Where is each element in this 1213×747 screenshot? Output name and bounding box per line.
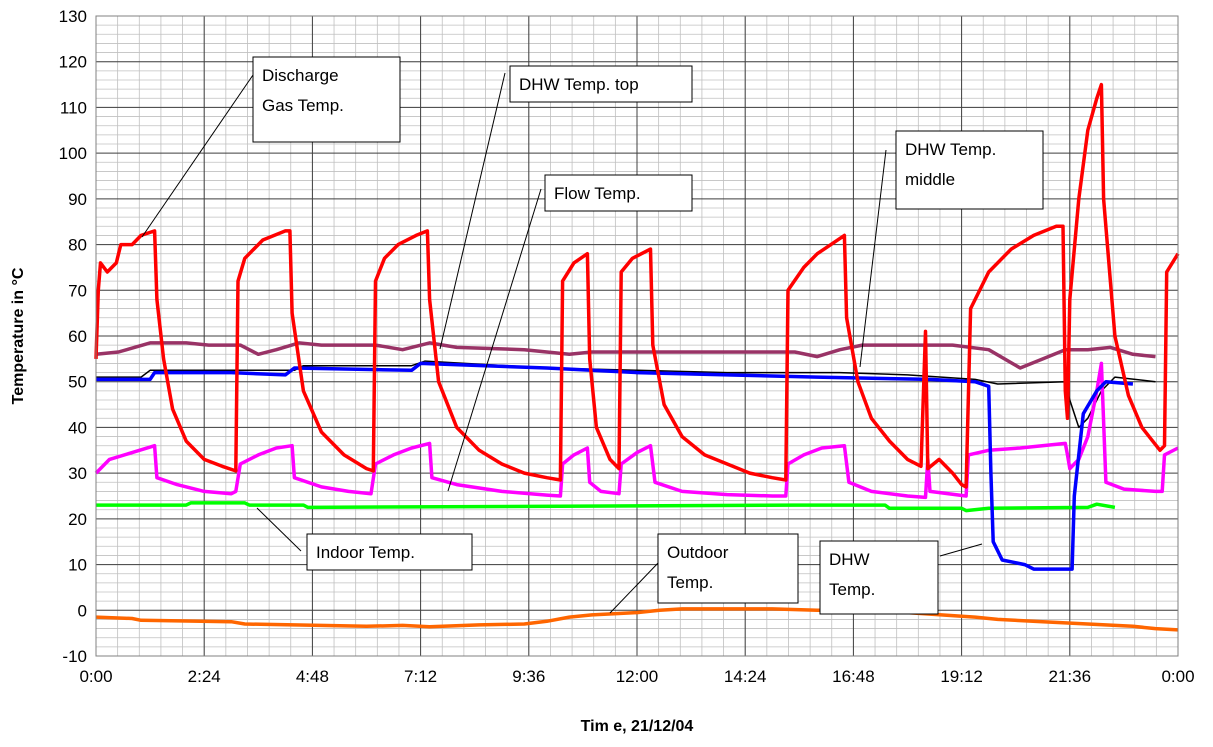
callout-leader-line (939, 543, 983, 557)
x-tick-label: 7:12 (404, 667, 437, 686)
y-tick-label: 10 (68, 556, 87, 575)
callout-label: Flow Temp. (554, 184, 641, 203)
y-tick-label: 100 (59, 144, 87, 163)
callout-label: Temp. (829, 580, 875, 599)
y-axis-title: Temperature in °C (10, 267, 27, 404)
x-tick-label: 16:48 (832, 667, 875, 686)
callout-box (544, 174, 693, 212)
x-tick-label: 12:00 (616, 667, 659, 686)
x-tick-label: 0:00 (1161, 667, 1194, 686)
callout-label: Outdoor (667, 543, 729, 562)
series-dhw-temp-top (96, 361, 1134, 571)
x-tick-label: 2:24 (188, 667, 221, 686)
callout-label: DHW Temp. top (519, 75, 639, 94)
x-tick-label: 4:48 (296, 667, 329, 686)
y-tick-label: 60 (68, 327, 87, 346)
x-tick-label: 19:12 (940, 667, 983, 686)
callout-label: DHW (829, 550, 870, 569)
y-tick-label: -10 (62, 647, 87, 666)
series-outdoor-temp (95, 607, 1179, 632)
x-axis-ticks: 0:00 2:24 4:48 7:12 9:36 12:00 14:24 16:48 19:12… (79, 667, 1194, 686)
series-dhw-temp-middle (95, 341, 1156, 370)
y-tick-label: 0 (78, 601, 87, 620)
callout-leader-line (447, 188, 542, 492)
callout-box (895, 130, 1044, 210)
y-tick-label: 120 (59, 53, 87, 72)
callout-leader-line (256, 507, 302, 552)
callout-leader-line (859, 149, 887, 368)
series-discharge-gas-temp (94, 82, 1180, 489)
callout-box (509, 65, 693, 103)
y-tick-label: 50 (68, 373, 87, 392)
plot-area-border (95, 15, 1179, 657)
callout-label: middle (905, 170, 955, 189)
callout-leader-line (439, 72, 506, 350)
y-axis-ticks: -10 0 10 20 30 40 50 60 70 80 90 100 110 120 130 (59, 7, 87, 666)
callout-box (306, 533, 473, 571)
callout-box (819, 540, 939, 615)
y-tick-label: 90 (68, 190, 87, 209)
series-indoor-temp (96, 501, 1116, 513)
x-tick-label: 14:24 (724, 667, 767, 686)
callout-box (252, 56, 401, 143)
y-tick-label: 20 (68, 510, 87, 529)
callout-label: Gas Temp. (262, 96, 344, 115)
series-flow-temp (94, 361, 1179, 500)
x-axis-title: Tim e, 21/12/04 (581, 718, 694, 735)
x-tick-label: 21:36 (1049, 667, 1092, 686)
y-tick-label: 70 (68, 281, 87, 300)
y-tick-label: 80 (68, 236, 87, 255)
callout-label: Temp. (667, 573, 713, 592)
callout-box (657, 533, 799, 604)
callout-leader-line (141, 74, 254, 238)
y-tick-label: 30 (68, 464, 87, 483)
callout-label: Discharge (262, 66, 339, 85)
callout-label: DHW Temp. (905, 140, 996, 159)
callout-label: Indoor Temp. (316, 543, 415, 562)
y-tick-label: 110 (60, 98, 87, 117)
x-tick-label: 0:00 (79, 667, 112, 686)
series-lines (94, 82, 1180, 632)
y-tick-label: 40 (68, 418, 87, 437)
y-tick-label: 130 (59, 7, 87, 26)
x-tick-label: 9:36 (512, 667, 545, 686)
callouts: Discharge Gas Temp. DHW Temp. top Flow Temp… (141, 56, 1044, 615)
callout-leader-line (609, 561, 660, 614)
